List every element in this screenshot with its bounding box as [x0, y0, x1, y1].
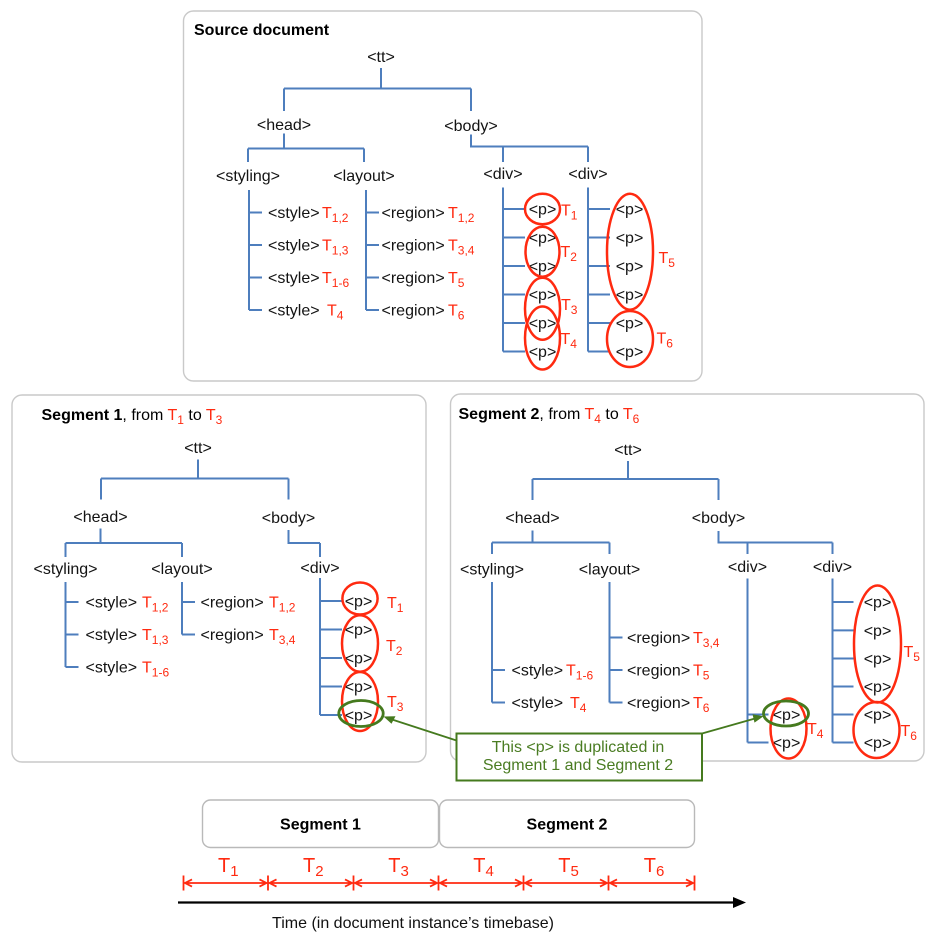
- svg-text:<body>: <body>: [444, 118, 497, 135]
- svg-text:<div>: <div>: [568, 166, 607, 183]
- svg-text:<p>: <p>: [529, 202, 557, 219]
- svg-text:<p>: <p>: [616, 344, 644, 361]
- svg-text:Segment 1, from T1 to T3: Segment 1, from T1 to T3: [42, 407, 223, 427]
- svg-text:<region>: <region>: [627, 663, 690, 680]
- svg-text:<style>: <style>: [268, 205, 320, 222]
- svg-text:<tt>: <tt>: [367, 49, 395, 66]
- svg-text:<tt>: <tt>: [184, 440, 212, 457]
- svg-text:<body>: <body>: [692, 510, 745, 527]
- svg-text:This <p> is duplicated in: This <p> is duplicated in: [492, 739, 665, 756]
- svg-text:<layout>: <layout>: [151, 561, 212, 578]
- svg-text:<region>: <region>: [627, 630, 690, 647]
- svg-text:<div>: <div>: [483, 166, 522, 183]
- svg-text:<p>: <p>: [616, 259, 644, 276]
- svg-text:<region>: <region>: [382, 303, 445, 320]
- svg-text:<p>: <p>: [864, 595, 892, 612]
- svg-text:<p>: <p>: [616, 316, 644, 333]
- svg-text:<region>: <region>: [382, 205, 445, 222]
- svg-text:<p>: <p>: [529, 344, 557, 361]
- svg-text:<p>: <p>: [345, 622, 373, 639]
- svg-text:<p>: <p>: [529, 316, 557, 333]
- svg-text:<p>: <p>: [529, 230, 557, 247]
- svg-text:<region>: <region>: [627, 695, 690, 712]
- svg-text:<styling>: <styling>: [216, 168, 280, 185]
- svg-text:<region>: <region>: [201, 595, 264, 612]
- svg-text:<p>: <p>: [616, 202, 644, 219]
- svg-text:Segment 1: Segment 1: [280, 817, 361, 834]
- svg-text:T3,4: T3,4: [448, 238, 475, 258]
- svg-text:<p>: <p>: [529, 287, 557, 304]
- svg-text:Segment 1 and Segment 2: Segment 1 and Segment 2: [483, 757, 673, 774]
- svg-text:<styling>: <styling>: [460, 562, 524, 579]
- svg-text:<div>: <div>: [728, 559, 767, 576]
- svg-text:<p>: <p>: [345, 651, 373, 668]
- svg-text:Source document: Source document: [194, 22, 330, 39]
- svg-text:<p>: <p>: [616, 230, 644, 247]
- svg-text:Time (in document instance’s t: Time (in document instance’s timebase): [272, 915, 554, 932]
- svg-text:<head>: <head>: [505, 510, 559, 527]
- svg-text:<p>: <p>: [864, 623, 892, 640]
- svg-text:<div>: <div>: [300, 560, 339, 577]
- svg-text:<p>: <p>: [773, 707, 801, 724]
- svg-text:<region>: <region>: [382, 238, 445, 255]
- svg-text:<head>: <head>: [73, 509, 127, 526]
- svg-text:<p>: <p>: [864, 707, 892, 724]
- svg-text:<p>: <p>: [345, 594, 373, 611]
- svg-text:<style>: <style>: [268, 270, 320, 287]
- svg-text:<styling>: <styling>: [33, 561, 97, 578]
- svg-text:<style>: <style>: [512, 695, 564, 712]
- svg-text:<p>: <p>: [345, 708, 373, 725]
- svg-text:<p>: <p>: [529, 259, 557, 276]
- svg-text:<style>: <style>: [86, 595, 138, 612]
- svg-text:<p>: <p>: [345, 679, 373, 696]
- svg-text:<style>: <style>: [512, 663, 564, 680]
- svg-text:<layout>: <layout>: [579, 562, 640, 579]
- svg-text:<head>: <head>: [257, 117, 311, 134]
- svg-text:<region>: <region>: [201, 627, 264, 644]
- svg-text:<p>: <p>: [616, 287, 644, 304]
- svg-text:<p>: <p>: [864, 651, 892, 668]
- svg-text:T1,2: T1,2: [142, 595, 169, 615]
- svg-text:<layout>: <layout>: [333, 168, 394, 185]
- svg-text:Segment 2: Segment 2: [527, 817, 608, 834]
- svg-text:<p>: <p>: [773, 735, 801, 752]
- svg-text:<style>: <style>: [268, 238, 320, 255]
- svg-text:<body>: <body>: [262, 510, 315, 527]
- svg-text:<region>: <region>: [382, 270, 445, 287]
- svg-text:<p>: <p>: [864, 735, 892, 752]
- svg-text:<style>: <style>: [86, 660, 138, 677]
- svg-text:<style>: <style>: [86, 627, 138, 644]
- svg-text:<style>: <style>: [268, 303, 320, 320]
- svg-text:<p>: <p>: [864, 679, 892, 696]
- svg-text:<div>: <div>: [813, 559, 852, 576]
- svg-text:<tt>: <tt>: [614, 442, 642, 459]
